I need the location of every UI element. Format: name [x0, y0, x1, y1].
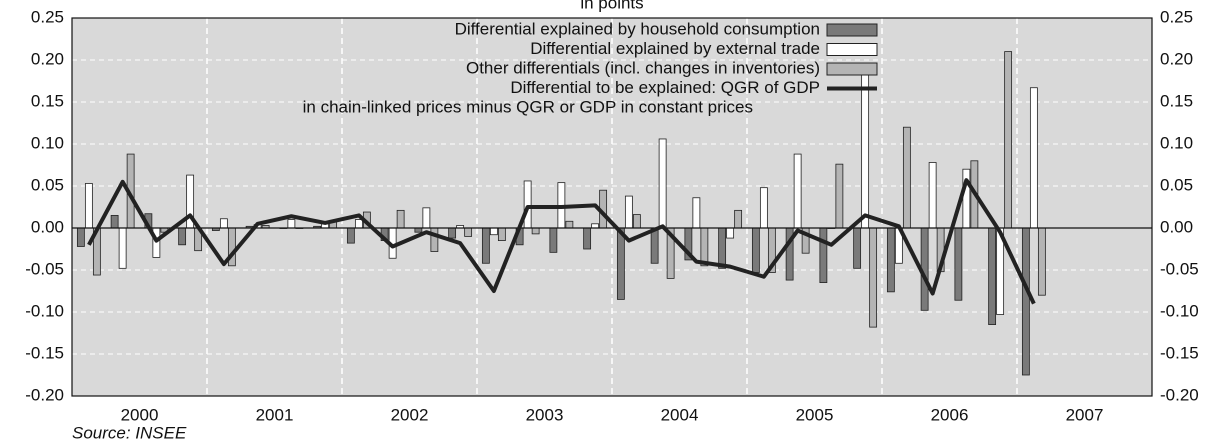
y-tick-label: 0.15 — [31, 91, 64, 110]
bar — [988, 227, 997, 325]
legend-label: Differential explained by household cons… — [455, 19, 820, 38]
bar — [616, 227, 625, 300]
x-tick-label: 2006 — [931, 405, 969, 424]
bar — [928, 162, 937, 229]
bar — [759, 187, 768, 229]
bar — [110, 214, 119, 229]
bar — [869, 227, 878, 328]
x-tick-label: 2005 — [796, 405, 834, 424]
legend-label: Differential to be explained: QGR of GDP — [510, 78, 820, 97]
bar — [1037, 227, 1046, 296]
bar — [819, 227, 828, 283]
y-tick-label: 0.00 — [31, 217, 64, 236]
x-tick-label: 2004 — [661, 405, 699, 424]
bar — [658, 138, 667, 229]
bar — [902, 126, 911, 229]
bar — [287, 219, 296, 229]
legend-note: in chain-linked prices minus QGR or GDP … — [303, 97, 753, 116]
legend-label: Other differentials (incl. changes in in… — [466, 58, 820, 77]
bar — [853, 227, 862, 269]
bar — [489, 227, 498, 236]
bar — [84, 183, 93, 229]
bar — [354, 219, 363, 229]
bar — [718, 227, 727, 269]
bar — [583, 227, 592, 250]
x-tick-label: 2003 — [526, 405, 564, 424]
bar — [448, 227, 457, 239]
bar — [861, 73, 870, 229]
bar — [464, 227, 473, 237]
y-tick-label: 0.20 — [31, 49, 64, 68]
bar — [751, 227, 760, 273]
y-tick-label: -0.20 — [25, 385, 64, 404]
bar — [962, 168, 971, 229]
bar — [346, 227, 355, 244]
plot-frame — [71, 17, 1153, 397]
y-tick-label: 0.05 — [31, 175, 64, 194]
legend-label: Differential explained by external trade — [530, 39, 820, 58]
y2-tick-label: -0.05 — [1160, 259, 1199, 278]
bar — [565, 220, 574, 229]
bar — [1029, 87, 1038, 229]
bar — [591, 223, 600, 229]
x-tick-label: 2000 — [121, 405, 159, 424]
bar — [531, 227, 540, 235]
x-tick-label: 2007 — [1066, 405, 1104, 424]
y2-tick-label: 0.05 — [1160, 175, 1193, 194]
y2-tick-label: 0.00 — [1160, 217, 1193, 236]
x-tick-label: 2002 — [391, 405, 429, 424]
legend-swatch — [826, 62, 878, 76]
bar — [422, 207, 431, 229]
y-tick-label: 0.10 — [31, 133, 64, 152]
chart-title: in points — [580, 0, 643, 12]
bar — [632, 214, 641, 229]
bar — [396, 209, 405, 229]
bar — [523, 180, 532, 229]
bar — [76, 227, 85, 247]
y2-tick-label: 0.15 — [1160, 91, 1193, 110]
y2-tick-label: -0.20 — [1160, 385, 1199, 404]
x-tick-label: 2001 — [256, 405, 294, 424]
y2-tick-label: 0.10 — [1160, 133, 1193, 152]
bar — [700, 227, 709, 267]
y-tick-label: -0.15 — [25, 343, 64, 362]
bar — [624, 195, 633, 229]
bar — [835, 163, 844, 229]
legend-swatch — [826, 43, 878, 56]
bar — [118, 227, 127, 269]
bar — [726, 227, 735, 239]
y2-tick-label: 0.25 — [1160, 7, 1193, 26]
y2-tick-label: -0.10 — [1160, 301, 1199, 320]
bar — [549, 227, 558, 253]
bar — [497, 227, 506, 241]
bar — [650, 227, 659, 264]
y-tick-label: -0.10 — [25, 301, 64, 320]
bar — [430, 227, 439, 252]
bar — [219, 218, 228, 229]
bar — [734, 209, 743, 229]
bar — [178, 227, 187, 246]
bar — [414, 227, 423, 233]
bar — [886, 227, 895, 293]
line — [87, 178, 1036, 305]
legend-swatch — [826, 23, 878, 37]
source: Source: INSEE — [72, 423, 187, 442]
bar — [481, 227, 490, 264]
bar — [692, 197, 701, 229]
bar — [1004, 51, 1013, 229]
y-tick-label: -0.05 — [25, 259, 64, 278]
bar — [793, 153, 802, 229]
y2-tick-label: 0.20 — [1160, 49, 1193, 68]
bar — [1021, 227, 1030, 376]
y-tick-label: 0.25 — [31, 7, 64, 26]
bar — [954, 227, 963, 301]
y2-tick-label: -0.15 — [1160, 343, 1199, 362]
